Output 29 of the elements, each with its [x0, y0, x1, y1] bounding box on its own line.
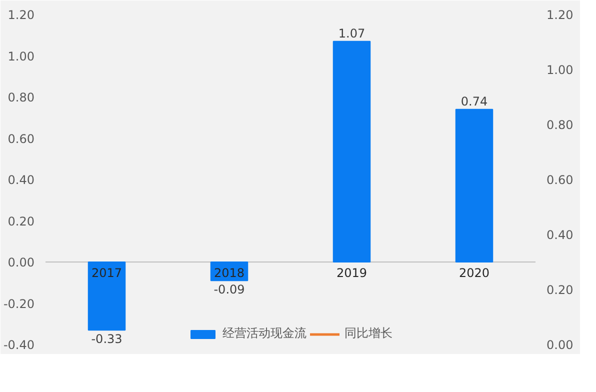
y-tick-label: -0.20 — [3, 296, 35, 311]
y2-tick-label: 0.40 — [546, 228, 574, 242]
bar — [88, 262, 126, 331]
x-tick-label: 2018 — [214, 266, 245, 280]
x-tick-label: 2017 — [91, 266, 122, 280]
x-tick-label: 2019 — [336, 266, 368, 280]
y-tick-label: 0.00 — [8, 256, 34, 270]
legend-label: 经营活动现金流 — [222, 325, 306, 342]
y-tick-label: 0.60 — [8, 132, 34, 146]
y2-tick-label: 0.00 — [546, 338, 574, 352]
x-tick-label: 2020 — [458, 266, 490, 280]
data-label: -0.09 — [214, 282, 245, 297]
y2-tick-label: 1.20 — [546, 8, 574, 22]
y2-tick-label: 0.80 — [546, 118, 574, 132]
y2-tick-label: 0.60 — [546, 173, 574, 187]
y-tick-label: 1.00 — [8, 49, 34, 64]
y-tick-label: 0.40 — [8, 173, 34, 187]
data-label: 1.07 — [338, 26, 366, 40]
legend-label: 同比增长 — [344, 325, 392, 342]
y2-tick-label: 0.20 — [546, 283, 574, 297]
bar — [455, 108, 494, 262]
data-label: 0.74 — [460, 94, 488, 108]
bar — [332, 40, 371, 262]
y-tick-label: -0.40 — [3, 338, 35, 352]
y-tick-label: 1.20 — [8, 8, 34, 22]
y2-tick-label: 1.00 — [546, 63, 574, 77]
data-label: -0.33 — [91, 332, 122, 346]
y-tick-label: 0.20 — [8, 214, 34, 228]
y-tick-label: 0.80 — [8, 90, 34, 104]
